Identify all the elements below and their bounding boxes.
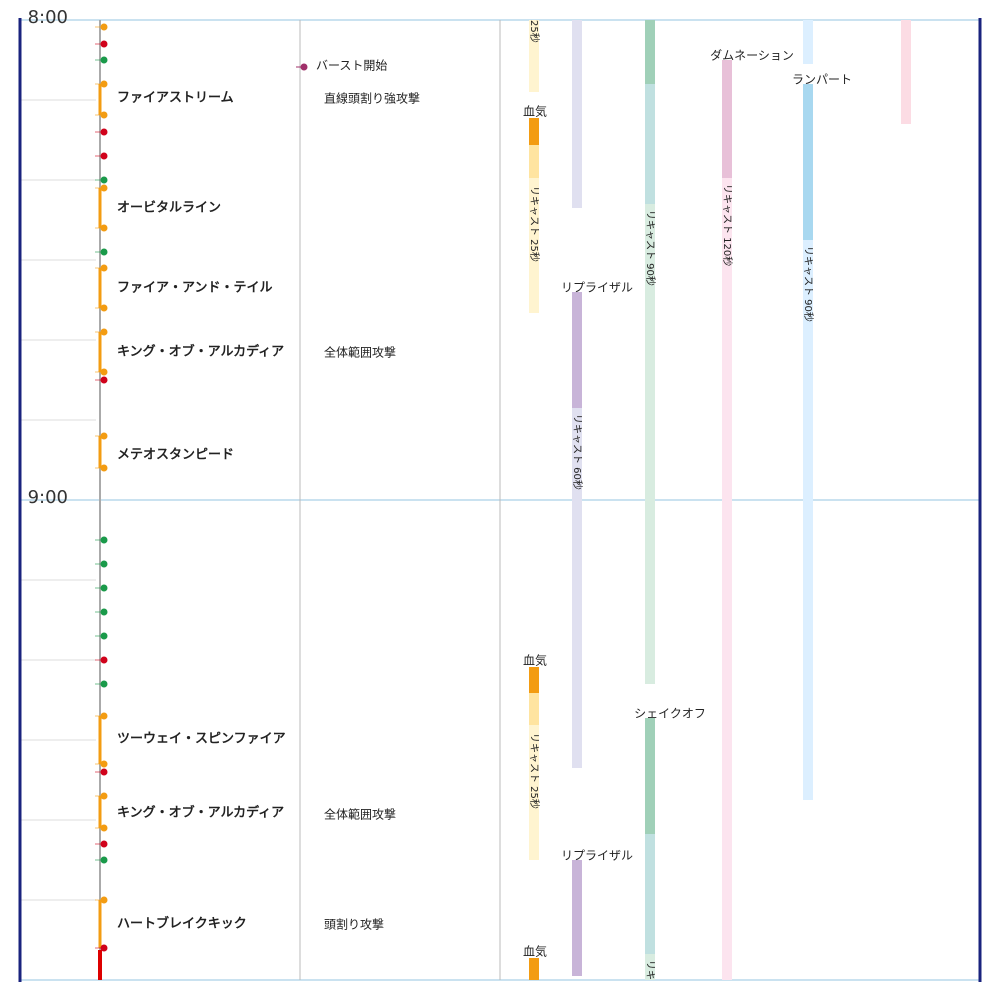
recast-label: リキャスト 25秒 [528,733,541,809]
buff-bar [529,145,539,178]
action-label: ハートブレイクキック [117,916,247,932]
event-dot [100,768,108,776]
buff-label: ダムネーション [710,48,794,63]
event-dot [100,40,108,48]
action-label: ツーウェイ・スピンファイア [117,732,286,747]
event-dot [100,824,108,832]
buff-bar [645,718,655,834]
event-dot [100,680,108,688]
buff-bar [803,240,813,800]
event-dot [100,632,108,640]
event-dot [100,760,108,768]
event-dot [100,560,108,568]
mechanic-label: 全体範囲攻撃 [324,807,396,822]
buff-bar [529,667,539,693]
event-dot [100,656,108,664]
event-dot [100,712,108,720]
recast-label: リキャスト 90秒 [644,210,657,286]
mechanic-label: 全体範囲攻撃 [324,345,396,360]
buff-bar [722,60,732,178]
buff-bar [722,178,732,980]
action-label: ファイア・アンド・テイル [117,281,272,296]
buff-bar [529,693,539,725]
event-dot [100,368,108,376]
buff-label: シェイクオフ [634,707,706,721]
buff-bar [529,725,539,860]
event-dot [100,376,108,384]
event-dot [100,328,108,336]
time-label: 8:00 [28,7,68,28]
event-dot [100,152,108,160]
burst-dot [300,63,308,71]
event-dot [100,184,108,192]
buff-label: ランパート [792,73,852,87]
buff-bar [572,292,582,408]
action-label: オービタルライン [117,200,221,216]
event-dot [100,264,108,272]
action-label: キング・オブ・アルカディア [117,344,284,360]
buff-label: 血気 [523,944,547,959]
buff-bar [529,958,539,980]
buff-bar [645,204,655,684]
event-dot [100,464,108,472]
buff-label: リプライザル [561,281,633,295]
event-dot [100,840,108,848]
recast-label: リキ [644,960,655,980]
event-dot [100,224,108,232]
event-dot [100,176,108,184]
event-dot [100,56,108,64]
event-dot [100,856,108,864]
event-dot [100,111,108,119]
recast-label: リキャスト 25秒 [528,186,541,262]
event-dot [100,896,108,904]
buff-bar [572,860,582,976]
buff-bar [572,408,582,768]
event-dot [100,792,108,800]
buff-bar [572,20,582,208]
buff-bar [529,178,539,313]
event-dot [100,128,108,136]
event-dot [100,608,108,616]
time-label: 9:00 [28,487,68,508]
event-dot [100,304,108,312]
event-dot [100,584,108,592]
buff-bar [645,954,655,980]
action-label: キング・オブ・アルカディア [117,805,284,821]
event-dot [100,432,108,440]
recast-label: リキャスト 120秒 [721,184,734,266]
event-dot [100,536,108,544]
event-dot [100,80,108,88]
buff-label: リプライザル [561,849,633,863]
buff-label: 血気 [523,653,547,668]
buff-bar [645,834,655,954]
mechanic-label: バースト開始 [316,59,387,73]
action-label: ファイアストリーム [117,91,234,106]
buff-bar [529,20,539,92]
buff-bar [803,20,813,64]
mechanic-label: 頭割り攻撃 [324,917,384,932]
buff-bar [645,20,655,84]
event-dot [100,944,108,952]
buff-bar [803,84,813,240]
action-label: メテオスタンピード [117,448,234,463]
buff-bar [645,84,655,204]
event-dot [100,23,108,31]
recast-label: リキャスト 90秒 [802,246,815,322]
buff-label: 血気 [523,104,547,119]
mechanic-label: 直線頭割り強攻撃 [324,91,420,106]
event-dot [100,248,108,256]
buff-bar [901,20,911,124]
recast-label: 25秒 [528,20,541,43]
recast-label: リキャスト 60秒 [571,414,584,490]
buff-bar [529,118,539,145]
